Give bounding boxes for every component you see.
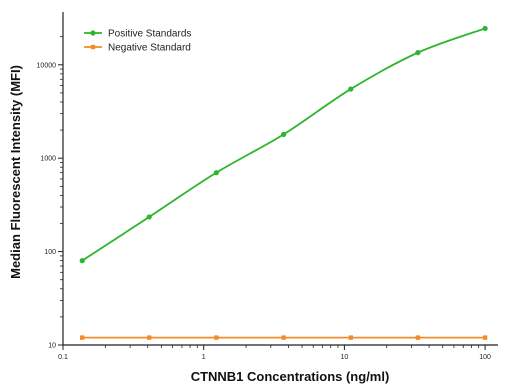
y-tick-label: 100 bbox=[44, 249, 56, 256]
series-layer bbox=[79, 25, 488, 340]
data-point bbox=[146, 214, 152, 220]
x-tick-label: 1 bbox=[202, 354, 206, 361]
legend-swatch-marker bbox=[90, 44, 96, 50]
legend-swatch-marker bbox=[90, 30, 96, 36]
x-tick-label: 10 bbox=[341, 354, 349, 361]
data-point bbox=[482, 335, 488, 340]
data-point bbox=[281, 131, 287, 137]
data-point bbox=[281, 335, 286, 340]
legend: Positive Standards Negative Standard bbox=[84, 29, 191, 54]
data-point bbox=[348, 86, 354, 92]
y-tick-label: 10 bbox=[48, 343, 56, 350]
data-point bbox=[415, 50, 421, 56]
data-point bbox=[147, 335, 152, 340]
series-negative-standard bbox=[80, 335, 488, 340]
data-point bbox=[214, 335, 219, 340]
legend-label: Positive Standards bbox=[108, 29, 191, 40]
series-line bbox=[81, 27, 486, 262]
series-positive-standards bbox=[79, 25, 488, 264]
data-point bbox=[348, 335, 353, 340]
data-point bbox=[80, 335, 85, 340]
data-point bbox=[213, 170, 219, 176]
data-point bbox=[415, 335, 421, 340]
y-axis-title: Median Fluorescent Intensity (MFI) bbox=[8, 65, 23, 279]
y-tick-label: 10000 bbox=[37, 62, 57, 69]
x-tick-label: 100 bbox=[479, 354, 491, 361]
y-tick-label: 1000 bbox=[40, 156, 56, 163]
legend-item: Negative Standard bbox=[84, 43, 191, 54]
x-tick-label: 0.1 bbox=[58, 354, 68, 361]
axes: 0.1 1 10 100 10 100 1000 10000 bbox=[37, 12, 498, 361]
x-axis-title: CTNNB1 Concentrations (ng/ml) bbox=[191, 369, 390, 384]
legend-label: Negative Standard bbox=[108, 43, 191, 54]
data-point bbox=[482, 25, 488, 32]
legend-item: Positive Standards bbox=[84, 29, 191, 40]
data-point bbox=[79, 258, 85, 264]
